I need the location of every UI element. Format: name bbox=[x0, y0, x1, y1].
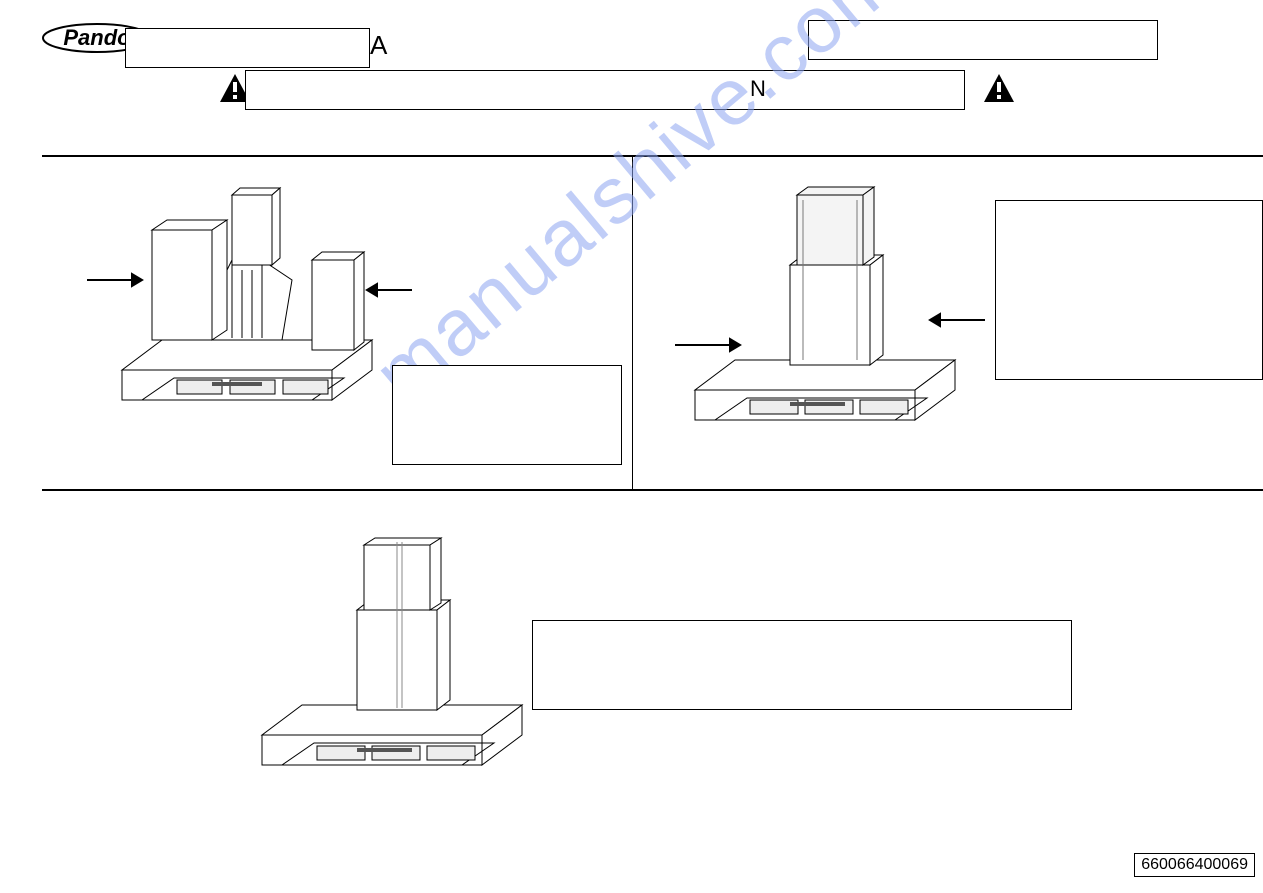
panel-step-right bbox=[635, 160, 1263, 490]
panel-bottom-textbox bbox=[532, 620, 1072, 710]
divider-vertical bbox=[632, 157, 633, 489]
diagram-bottom bbox=[232, 530, 552, 800]
manual-page: Pando A N manualshive.com bbox=[0, 0, 1263, 893]
divider-top bbox=[42, 155, 1263, 157]
header-letter-a: A bbox=[370, 30, 387, 61]
panel-step-bottom bbox=[42, 500, 1263, 810]
diagram-left bbox=[82, 170, 422, 450]
header-box-left bbox=[125, 28, 370, 68]
brand-text: Pando bbox=[63, 25, 130, 50]
header-box-center bbox=[245, 70, 965, 110]
warning-icon-right bbox=[982, 72, 1016, 111]
header-box-right bbox=[808, 20, 1158, 60]
panel-right-textbox bbox=[995, 200, 1263, 380]
diagram-right bbox=[655, 170, 995, 470]
document-number: 660066400069 bbox=[1134, 853, 1255, 877]
panel-left-textbox bbox=[392, 365, 622, 465]
panel-step-left bbox=[42, 160, 632, 490]
header-letter-n: N bbox=[750, 76, 766, 102]
